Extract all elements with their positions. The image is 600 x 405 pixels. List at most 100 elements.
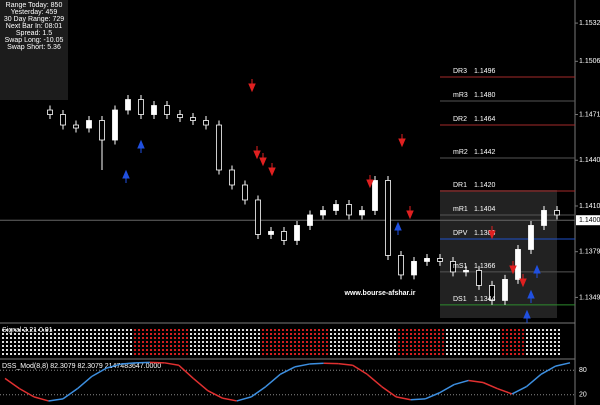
indicator-dot: [54, 329, 56, 331]
indicator-dot: [194, 333, 196, 335]
indicator-dot: [402, 341, 404, 343]
indicator-dot: [446, 345, 448, 347]
candle-body: [190, 117, 196, 121]
indicator-dot: [182, 333, 184, 335]
pivot-price: 1.1344: [474, 296, 496, 303]
indicator-dot: [246, 329, 248, 331]
indicator-dot: [418, 353, 420, 355]
indicator-dot: [382, 345, 384, 347]
indicator-dot: [78, 337, 80, 339]
candle-body: [398, 255, 404, 276]
indicator-dot: [346, 353, 348, 355]
indicator-dot: [542, 349, 544, 351]
indicator-dot: [514, 345, 516, 347]
indicator-dot: [94, 333, 96, 335]
indicator-dot: [302, 329, 304, 331]
candle-body: [164, 105, 170, 115]
indicator-dot: [478, 353, 480, 355]
indicator-dot: [546, 337, 548, 339]
indicator-dot: [462, 333, 464, 335]
indicator-dot: [518, 329, 520, 331]
indicator-dot: [342, 329, 344, 331]
indicator-dot: [350, 341, 352, 343]
indicator-dot: [174, 341, 176, 343]
indicator-dot: [322, 353, 324, 355]
indicator-dot: [226, 341, 228, 343]
indicator-dot: [218, 349, 220, 351]
indicator-dot: [282, 337, 284, 339]
indicator-dot: [430, 349, 432, 351]
indicator-dot: [294, 353, 296, 355]
candle-body: [515, 249, 521, 280]
indicator-dot: [246, 345, 248, 347]
oscillator-segment: [250, 385, 267, 398]
indicator-dot: [2, 333, 4, 335]
indicator-dot: [442, 341, 444, 343]
indicator-dot: [54, 341, 56, 343]
indicator-dot: [18, 329, 20, 331]
indicator-dot: [154, 349, 156, 351]
indicator-dot: [454, 337, 456, 339]
indicator-dot: [74, 329, 76, 331]
oscillator-segment: [192, 377, 209, 392]
indicator-dot: [46, 345, 48, 347]
indicator-dot: [362, 341, 364, 343]
pivot-name: mR3: [453, 92, 468, 99]
indicator-dot: [194, 353, 196, 355]
indicator-dot: [70, 333, 72, 335]
indicator-dot: [546, 329, 548, 331]
indicator-dot: [294, 341, 296, 343]
indicator-dot: [542, 353, 544, 355]
indicator-dot: [246, 341, 248, 343]
indicator-dot: [450, 349, 452, 351]
indicator-dot: [62, 345, 64, 347]
indicator-dot: [130, 341, 132, 343]
indicator-dot: [482, 341, 484, 343]
indicator-dot: [414, 337, 416, 339]
indicator-dot: [286, 337, 288, 339]
indicator-dot: [482, 345, 484, 347]
indicator-dot: [202, 337, 204, 339]
indicator-dot: [530, 349, 532, 351]
indicator-dot: [546, 349, 548, 351]
indicator-dot: [546, 345, 548, 347]
indicator-dot: [238, 353, 240, 355]
indicator-dot: [214, 329, 216, 331]
indicator-dot: [378, 349, 380, 351]
indicator-dot: [510, 337, 512, 339]
indicator-dot: [62, 329, 64, 331]
indicator-dot: [42, 353, 44, 355]
indicator-dot: [526, 329, 528, 331]
indicator-dot: [74, 353, 76, 355]
pivot-price: 1.1404: [474, 206, 496, 213]
indicator-dot: [14, 353, 16, 355]
indicator-dot: [522, 349, 524, 351]
indicator-dot: [382, 333, 384, 335]
indicator-dot: [358, 353, 360, 355]
indicator-dot: [290, 353, 292, 355]
indicator-dot: [6, 353, 8, 355]
indicator-dot: [26, 345, 28, 347]
indicator-dot: [158, 353, 160, 355]
indicator-dot: [118, 345, 120, 347]
indicator-dot: [394, 333, 396, 335]
indicator-dot: [334, 349, 336, 351]
indicator-dot: [370, 349, 372, 351]
indicator-dot: [398, 353, 400, 355]
indicator-dot: [510, 353, 512, 355]
indicator-dot: [66, 341, 68, 343]
indicator-dot: [90, 341, 92, 343]
indicator-dot: [470, 345, 472, 347]
indicator-dot: [374, 349, 376, 351]
indicator-dot: [18, 341, 20, 343]
indicator-dot: [62, 349, 64, 351]
indicator-dot: [458, 353, 460, 355]
indicator-dot: [70, 329, 72, 331]
indicator-dot: [46, 329, 48, 331]
indicator-dot: [558, 333, 560, 335]
candle-body: [47, 109, 53, 115]
indicator-dot: [558, 341, 560, 343]
indicator-dot: [330, 349, 332, 351]
indicator-dot: [354, 333, 356, 335]
indicator-dot: [306, 337, 308, 339]
